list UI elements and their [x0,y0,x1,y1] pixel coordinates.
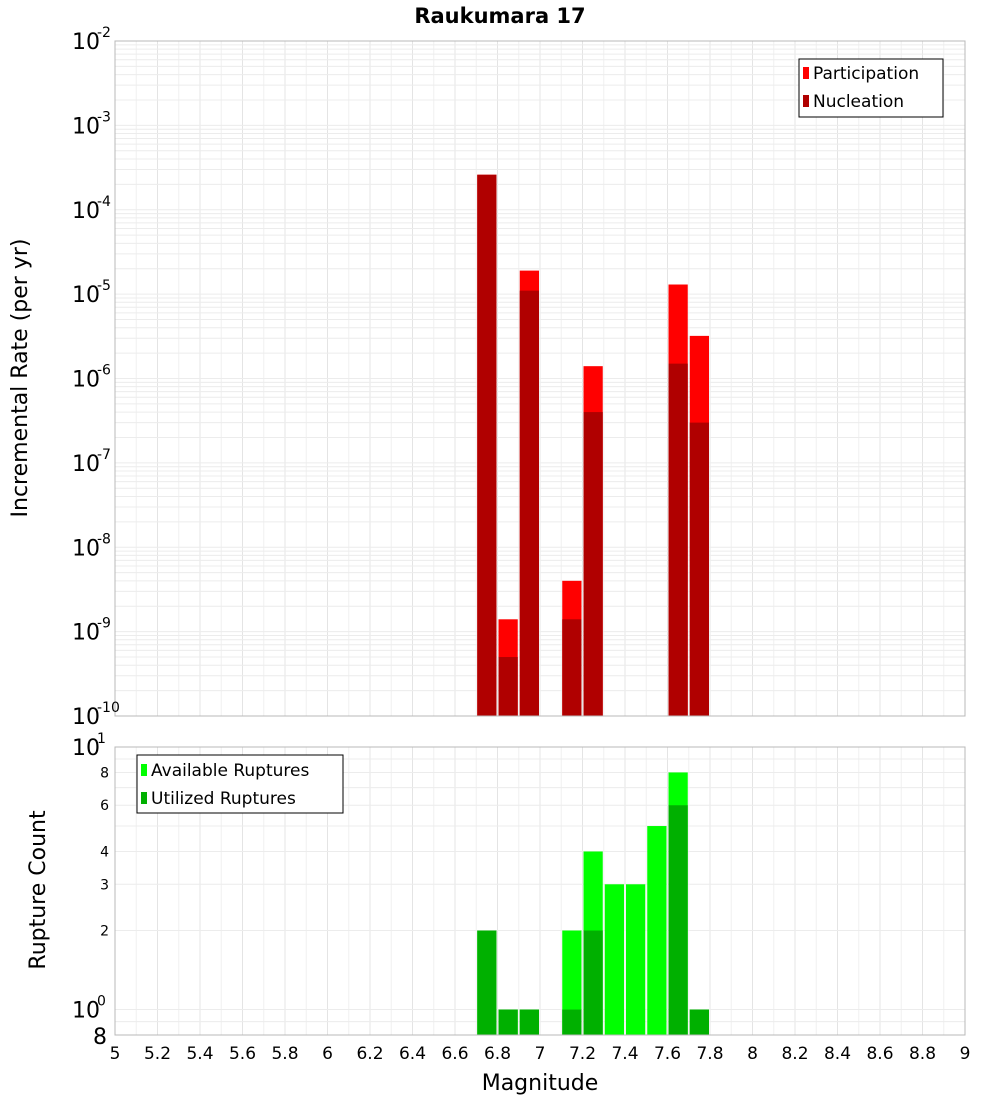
y-tick-exponent: -5 [97,278,111,294]
y-tick-label: 10 [72,536,100,561]
bottom-y-axis-label: Rupture Count [26,810,51,970]
available-ruptures-bar [562,930,582,1035]
x-tick-label: 6.2 [356,1044,383,1064]
utilized-ruptures-bar [668,805,688,1035]
chart-title: Raukumara 17 [414,4,585,28]
utilized-ruptures-bar [498,1009,518,1035]
plot-frame [114,746,966,1036]
nucleation-bar [562,619,582,716]
x-tick-label: 8.8 [909,1044,936,1064]
nucleation-bar [477,174,497,716]
y-minor-tick-label: 2 [100,924,109,940]
legend-swatch [803,67,809,79]
y-tick-label: 10 [72,368,100,393]
y-tick-label: 10 [72,30,100,55]
x-tick-label: 7.6 [654,1044,681,1064]
y-tick-exponent: 0 [97,994,106,1010]
y-tick-label: 10 [72,736,100,761]
legend-label: Available Ruptures [151,761,309,781]
x-tick-label: 5.8 [271,1044,298,1064]
y-tick-exponent: -7 [97,447,111,463]
utilized-ruptures-bar [583,930,603,1035]
y-tick-exponent: 1 [97,731,106,747]
y-tick-exponent: -3 [97,109,111,125]
y-minor-tick-label: 4 [100,844,109,860]
y-tick-label: 8 [93,1025,107,1050]
x-tick-label: 6.4 [399,1044,426,1064]
legend-ruptures: Available Ruptures Utilized Ruptures [136,754,344,814]
x-tick-label: 6.8 [484,1044,511,1064]
y-tick-exponent: -8 [97,531,111,547]
utilized-ruptures-bar [562,1009,582,1035]
y-minor-tick-label: 6 [100,798,109,814]
y-tick-label: 10 [72,705,100,730]
utilized-ruptures-bar [477,930,497,1035]
top-y-axis-label: Incremental Rate (per yr) [8,239,33,518]
legend-rate: Participation Nucleation [798,58,944,118]
x-tick-label: 5.6 [229,1044,256,1064]
x-tick-label: 8.4 [824,1044,851,1064]
nucleation-bar [519,290,539,716]
x-tick-label: 5.2 [144,1044,171,1064]
legend-box [798,58,944,118]
x-tick-label: 7.2 [569,1044,596,1064]
x-tick-label: 8.6 [866,1044,893,1064]
nucleation-bar [498,657,518,716]
x-tick-label: 7.4 [611,1044,638,1064]
x-tick-label: 6 [322,1044,333,1064]
x-tick-label: 7.8 [696,1044,723,1064]
y-tick-label: 10 [72,621,100,646]
y-tick-exponent: -10 [97,700,120,716]
y-tick-label: 10 [72,999,100,1024]
y-tick-label: 10 [72,114,100,139]
utilized-ruptures-bar [519,1009,539,1035]
legend-swatch [803,95,809,107]
y-tick-label: 10 [72,283,100,308]
legend-label: Nucleation [813,92,904,112]
x-tick-label: 8.2 [781,1044,808,1064]
y-tick-label: 10 [72,452,100,477]
legend-label: Participation [813,64,919,84]
y-minor-tick-label: 8 [100,765,109,781]
legend-label: Utilized Ruptures [151,789,296,809]
x-tick-label: 9 [960,1044,971,1064]
x-tick-label: 5 [110,1044,121,1064]
y-tick-exponent: -6 [97,363,111,379]
legend-swatch [141,792,147,804]
x-tick-label: 5.4 [186,1044,213,1064]
available-ruptures-bar [626,884,646,1035]
x-tick-label: 6.6 [441,1044,468,1064]
plot-frame [114,40,966,717]
y-tick-exponent: -9 [97,616,111,632]
utilized-ruptures-bar [689,1009,709,1035]
nucleation-bar [668,363,688,716]
legend-swatch [141,764,147,776]
available-ruptures-bar [647,826,667,1035]
x-tick-label: 8 [747,1044,758,1064]
x-tick-label: 7 [535,1044,546,1064]
y-tick-exponent: -4 [97,194,111,210]
legend-box [136,754,344,814]
y-tick-label: 10 [72,199,100,224]
y-tick-exponent: -2 [97,25,111,41]
x-axis-label: Magnitude [482,1071,599,1096]
nucleation-bar [689,422,709,716]
nucleation-bar [583,412,603,716]
available-ruptures-bar [604,884,624,1035]
y-minor-tick-label: 3 [100,877,109,893]
rate-plot: 10-210-310-410-510-610-710-810-910-10Par… [72,25,966,730]
